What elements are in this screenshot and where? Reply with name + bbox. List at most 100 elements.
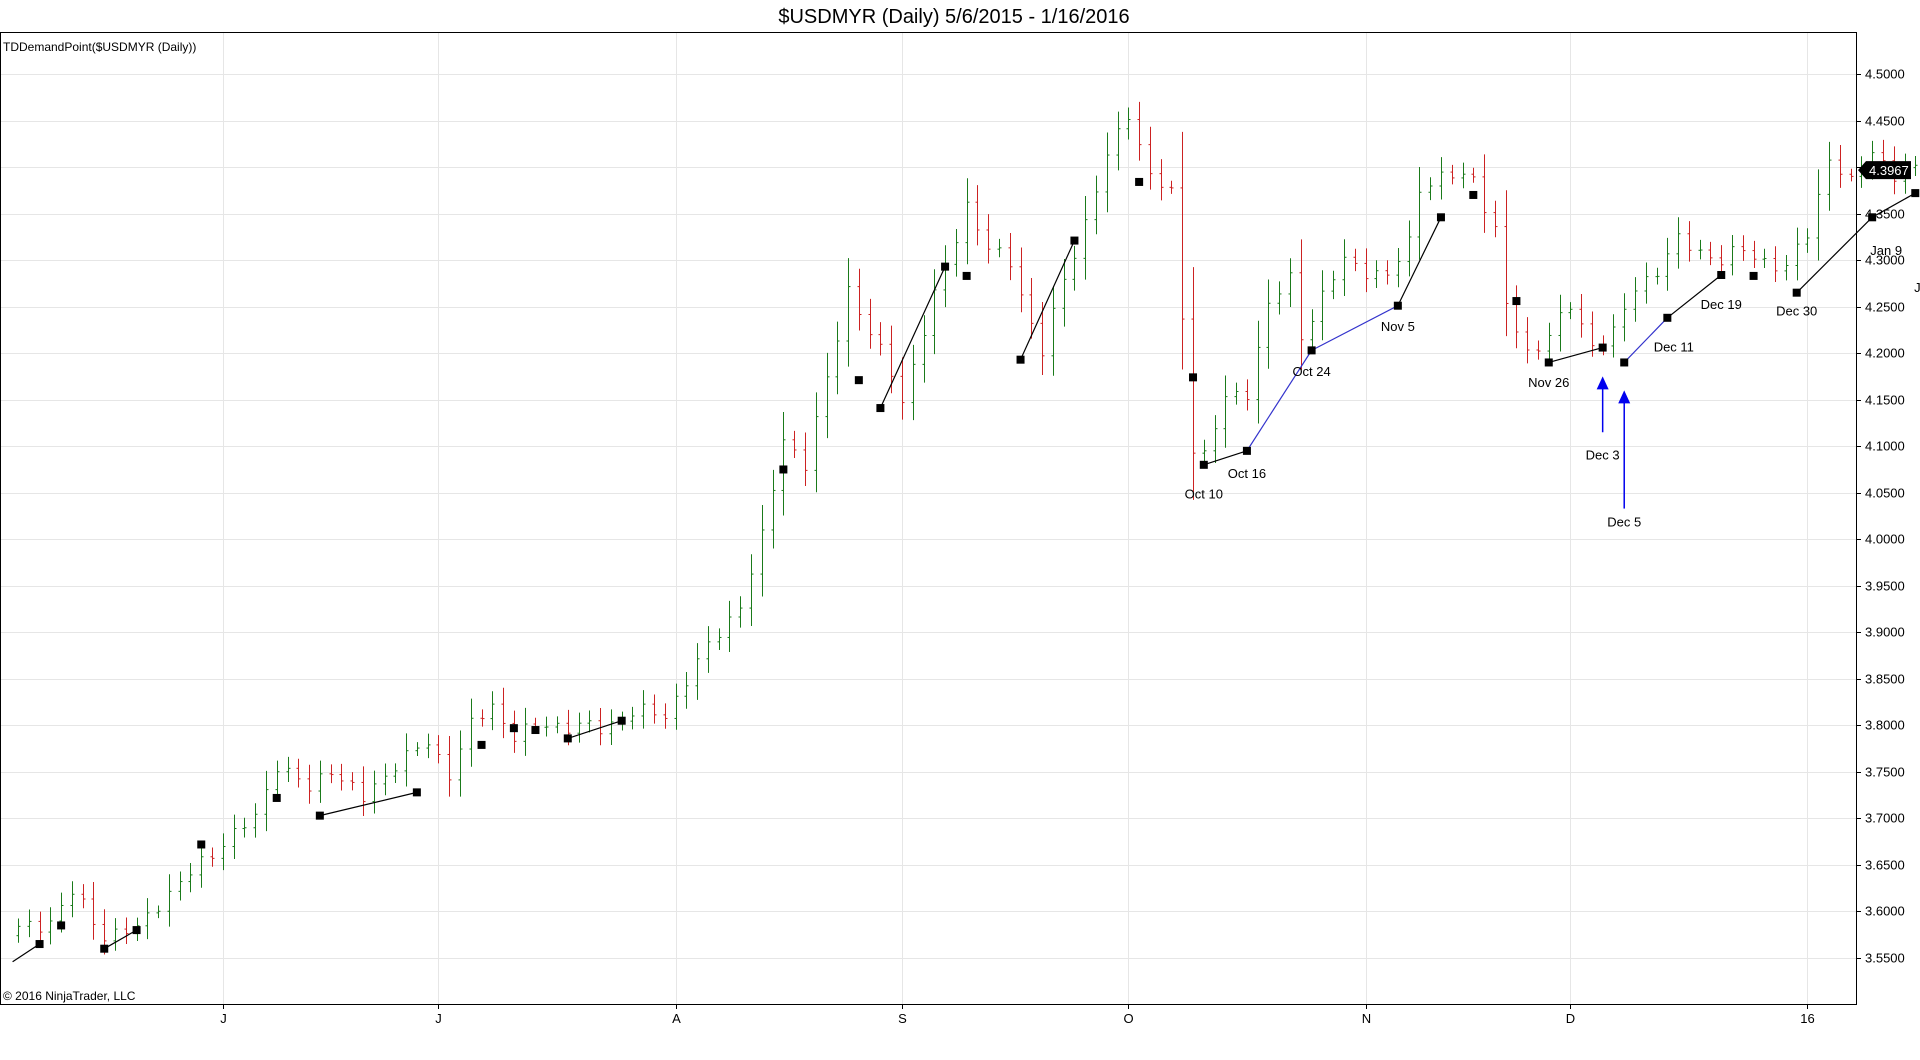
y-tick-label: 3.7000: [1865, 811, 1905, 826]
x-tick-label: A: [672, 1011, 681, 1026]
demand-point: [412, 788, 421, 797]
y-tick-label: 4.0500: [1865, 486, 1905, 501]
trend-line: [12, 943, 40, 963]
ohlc-bar: [1040, 301, 1045, 376]
ohlc-bar: [490, 691, 495, 731]
ohlc-bar: [339, 763, 344, 791]
ohlc-bar: [372, 770, 377, 814]
demand-point: [1868, 213, 1877, 222]
ohlc-bar: [889, 325, 894, 394]
demand-point: [132, 926, 141, 935]
annotation-label: Dec 5: [1607, 515, 1641, 530]
ohlc-bar: [1288, 258, 1293, 308]
y-axis[interactable]: 3.5500 3.6000 3.6500 3.7000 3.7500 3.8000 3.85…: [1856, 67, 1905, 966]
ohlc-bar: [1277, 281, 1282, 315]
ohlc-bar: [91, 881, 96, 940]
y-tick-label: 4.5000: [1865, 67, 1905, 82]
indicator-label: TDDemandPoint($USDMYR (Daily)): [3, 40, 196, 54]
annotation-labels: Oct 10 Oct 16 Oct 24 Nov 5 Nov 26 Dec 3 Dec 5 D…: [1185, 243, 1920, 530]
ohlc-bar: [878, 322, 883, 356]
trend-line: [1796, 216, 1873, 294]
ohlc-bar: [1784, 254, 1789, 281]
arrows: [1596, 376, 1631, 509]
ohlc-bar: [1665, 237, 1670, 291]
ohlc-bar: [1568, 302, 1573, 320]
trend-line: [1246, 350, 1313, 452]
ohlc-bar: [609, 709, 614, 746]
ohlc-bar: [167, 874, 172, 927]
y-tick-label: 3.6500: [1865, 858, 1905, 873]
x-axis[interactable]: J J A S O N D 16: [220, 1004, 1815, 1026]
annotation-label: Nov 26: [1528, 375, 1569, 390]
ohlc-bar: [329, 764, 334, 784]
demand-point: [1544, 358, 1553, 367]
ohlc-bar: [577, 712, 582, 743]
ohlc-bar: [1471, 167, 1476, 183]
demand-point: [1792, 288, 1801, 297]
ohlc-bar: [1191, 267, 1196, 500]
last-price-label: 4.3967: [1869, 163, 1909, 178]
ohlc-bar: [145, 898, 150, 940]
ohlc-bar: [1396, 248, 1401, 288]
ohlc-bar: [415, 742, 420, 757]
y-tick-label: 4.3000: [1865, 253, 1905, 268]
demand-point: [1393, 301, 1402, 310]
demand-point: [477, 740, 486, 749]
ohlc-bar: [1245, 379, 1250, 411]
ohlc-bar: [684, 671, 689, 709]
trend-line: [319, 791, 417, 817]
ohlc-bar: [706, 626, 711, 673]
ohlc-bar: [156, 905, 161, 919]
ohlc-bar: [1385, 260, 1390, 285]
ohlc-bar: [1256, 320, 1261, 424]
ohlc-bar: [1008, 233, 1013, 281]
ohlc-bar: [900, 357, 905, 420]
demand-point: [35, 940, 44, 949]
ohlc-bar: [436, 735, 441, 764]
demand-point: [1307, 346, 1316, 355]
last-price-marker: 4.3967: [1858, 161, 1911, 180]
x-tick-label: J: [435, 1011, 442, 1026]
demand-point: [962, 271, 971, 280]
ohlc-bar: [1461, 162, 1466, 189]
ohlc-bar: [469, 698, 474, 767]
ohlc-bar: [1137, 101, 1142, 161]
annotation-label: Oct 16: [1228, 466, 1266, 481]
plot-frame: [0, 32, 1857, 1005]
ohlc-bar: [1180, 131, 1185, 370]
y-tick-label: 4.2000: [1865, 346, 1905, 361]
ohlc-bar: [1374, 260, 1379, 288]
ohlc-bar: [38, 911, 43, 941]
trend-line: [1397, 217, 1442, 306]
ohlc-bar: [1342, 239, 1347, 296]
annotation-label: Oct 10: [1185, 487, 1223, 502]
ohlc-bar: [1094, 175, 1099, 235]
ohlc-bar: [1633, 277, 1638, 322]
ohlc-bar: [738, 596, 743, 628]
demand-point: [854, 376, 863, 385]
ohlc-bar: [523, 707, 528, 756]
ohlc-bar: [480, 709, 485, 727]
ohlc-bar: [124, 917, 129, 945]
ohlc-bar: [544, 716, 549, 737]
ohlc-bar: [760, 505, 765, 597]
demand-point: [1242, 446, 1251, 455]
y-tick-label: 3.7500: [1865, 765, 1905, 780]
demand-point: [1911, 189, 1920, 198]
ohlc-bar: [1428, 177, 1433, 201]
ohlc-bar: [81, 884, 86, 909]
demand-point: [272, 793, 281, 802]
ohlc-bar: [232, 814, 237, 860]
y-tick-label: 4.0000: [1865, 532, 1905, 547]
ohlc-bar: [458, 730, 463, 797]
ohlc-bar: [1029, 277, 1034, 339]
demand-point: [1189, 373, 1198, 382]
demand-point: [1469, 190, 1478, 199]
demand-point: [1717, 270, 1726, 279]
ohlc-bar: [1849, 168, 1854, 182]
ohlc-bar: [803, 432, 808, 487]
ohlc-bar: [1762, 248, 1767, 268]
ohlc-bar: [1320, 270, 1325, 341]
